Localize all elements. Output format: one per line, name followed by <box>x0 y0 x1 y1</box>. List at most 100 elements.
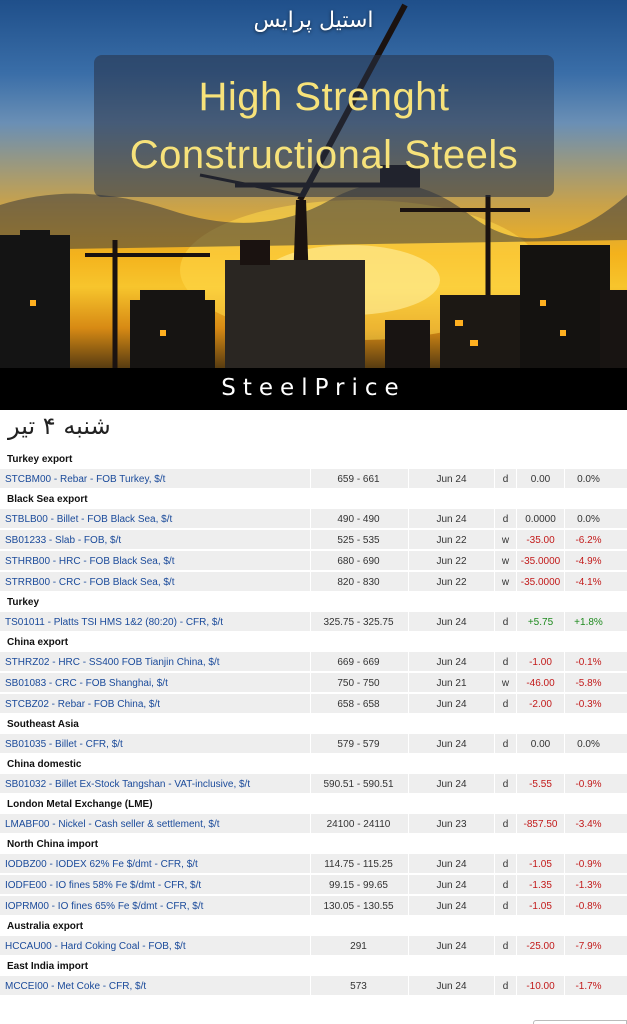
frequency: d <box>494 896 516 917</box>
symbol-name-link[interactable]: HCCAU00 - Hard Coking Coal - FOB, $/t <box>5 941 186 952</box>
percent-change: 0.0% <box>564 734 612 755</box>
symbol-name-link[interactable]: STBLB00 - Billet - FOB Black Sea, $/t <box>5 514 173 525</box>
assessment-date: Jun 23 <box>408 814 494 835</box>
assessment-date: Jun 24 <box>408 774 494 795</box>
date-header: شنبه ۴ تیر <box>0 410 627 450</box>
price-range: 24100 - 24110 <box>310 814 406 835</box>
assessment-date: Jun 24 <box>408 875 494 896</box>
price-range: 130.05 - 130.55 <box>310 896 406 917</box>
persian-site-title: استیل پرایس <box>253 8 374 33</box>
symbol-name-link[interactable]: MCCEI00 - Met Coke - CFR, $/t <box>5 981 147 992</box>
frequency: d <box>494 694 516 715</box>
percent-change: -0.9% <box>564 774 612 795</box>
price-change: +5.75 <box>516 612 564 633</box>
percent-change: +1.8% <box>564 612 612 633</box>
price-change: -35.0000 <box>516 572 564 593</box>
price-range: 820 - 830 <box>310 572 406 593</box>
price-range: 525 - 535 <box>310 530 406 551</box>
price-range: 590.51 - 590.51 <box>310 774 406 795</box>
banner-title-line-1: High Strenght <box>198 75 450 119</box>
price-change: 0.0000 <box>516 509 564 530</box>
symbol-name-link[interactable]: TS01011 - Platts TSI HMS 1&2 (80:20) - C… <box>5 617 224 628</box>
symbol-name-link[interactable]: STHRB00 - HRC - FOB Black Sea, $/t <box>5 556 175 567</box>
table-row[interactable]: IODBZ00 - IODEX 62% Fe $/dmt - CFR, $/t 1… <box>0 854 627 875</box>
frequency: d <box>494 854 516 875</box>
symbol-name-link[interactable]: IODBZ00 - IODEX 62% Fe $/dmt - CFR, $/t <box>5 859 198 870</box>
price-change: -35.00 <box>516 530 564 551</box>
frequency: w <box>494 673 516 694</box>
symbol-name-link[interactable]: SB01035 - Billet - CFR, $/t <box>5 739 123 750</box>
table-row[interactable]: IODFE00 - IO fines 58% Fe $/dmt - CFR, $… <box>0 875 627 896</box>
assessment-date: Jun 22 <box>408 572 494 593</box>
banner-title-box: High Strenght Constructional Steels <box>94 55 554 197</box>
group-header: North China import <box>0 835 627 854</box>
table-row[interactable]: STRRB00 - CRC - FOB Black Sea, $/t 820 - … <box>0 572 627 593</box>
table-row[interactable]: SB01233 - Slab - FOB, $/t 525 - 535 Jun 22… <box>0 530 627 551</box>
percent-change: -7.9% <box>564 936 612 957</box>
group-header: Turkey <box>0 593 627 612</box>
assessment-date: Jun 24 <box>408 854 494 875</box>
assessment-date: Jun 24 <box>408 469 494 490</box>
table-row[interactable]: LMABF00 - Nickel - Cash seller & settlem… <box>0 814 627 835</box>
assessment-date: Jun 24 <box>408 652 494 673</box>
price-change: -5.55 <box>516 774 564 795</box>
percent-change: -6.2% <box>564 530 612 551</box>
banner-title-line-2: Constructional Steels <box>129 133 519 177</box>
price-range: 114.75 - 115.25 <box>310 854 406 875</box>
frequency: d <box>494 612 516 633</box>
assessment-date: Jun 24 <box>408 734 494 755</box>
price-change: -1.05 <box>516 854 564 875</box>
table-row[interactable]: TS01011 - Platts TSI HMS 1&2 (80:20) - C… <box>0 612 627 633</box>
brand-name: SteelPrice <box>0 368 627 410</box>
header-banner: استیل پرایس High Strenght Constructional… <box>0 0 627 410</box>
table-row[interactable]: SB01083 - CRC - FOB Shanghai, $/t 750 - 7… <box>0 673 627 694</box>
price-range: 99.15 - 99.65 <box>310 875 406 896</box>
table-row[interactable]: STHRB00 - HRC - FOB Black Sea, $/t 680 - … <box>0 551 627 572</box>
table-row[interactable]: SB01035 - Billet - CFR, $/t 579 - 579 Jun … <box>0 734 627 755</box>
frequency: w <box>494 551 516 572</box>
frequency: d <box>494 774 516 795</box>
frequency: d <box>494 814 516 835</box>
assessment-date: Jun 24 <box>408 612 494 633</box>
symbol-name-link[interactable]: SB01032 - Billet Ex-Stock Tangshan - VAT… <box>5 779 251 790</box>
price-change: -1.05 <box>516 896 564 917</box>
price-table: Turkey export STCBM00 - Rebar - FOB Turke… <box>0 450 627 997</box>
percent-change: -1.3% <box>564 875 612 896</box>
percent-change: -0.1% <box>564 652 612 673</box>
table-row[interactable]: STCBM00 - Rebar - FOB Turkey, $/t 659 - 6… <box>0 469 627 490</box>
symbol-name-link[interactable]: LMABF00 - Nickel - Cash seller & settlem… <box>5 819 220 830</box>
assessment-date: Jun 24 <box>408 976 494 997</box>
symbol-name-link[interactable]: SB01083 - CRC - FOB Shanghai, $/t <box>5 678 168 689</box>
percent-change: -4.1% <box>564 572 612 593</box>
symbol-name-link[interactable]: SB01233 - Slab - FOB, $/t <box>5 535 122 546</box>
frequency: w <box>494 572 516 593</box>
price-range: 659 - 661 <box>310 469 406 490</box>
table-row[interactable]: IOPRM00 - IO fines 65% Fe $/dmt - CFR, $… <box>0 896 627 917</box>
assessment-date: Jun 24 <box>408 509 494 530</box>
symbol-name-link[interactable]: IOPRM00 - IO fines 65% Fe $/dmt - CFR, $… <box>5 901 204 912</box>
price-change: -1.35 <box>516 875 564 896</box>
price-change: -2.00 <box>516 694 564 715</box>
scroll-edge <box>533 1020 627 1024</box>
table-row[interactable]: STHRZ02 - HRC - SS400 FOB Tianjin China,… <box>0 652 627 673</box>
date-label: شنبه ۴ تیر <box>8 412 111 440</box>
symbol-name-link[interactable]: IODFE00 - IO fines 58% Fe $/dmt - CFR, $… <box>5 880 202 891</box>
table-row[interactable]: STBLB00 - Billet - FOB Black Sea, $/t 490… <box>0 509 627 530</box>
assessment-date: Jun 24 <box>408 694 494 715</box>
table-row[interactable]: HCCAU00 - Hard Coking Coal - FOB, $/t 291… <box>0 936 627 957</box>
symbol-name-link[interactable]: STCBM00 - Rebar - FOB Turkey, $/t <box>5 474 166 485</box>
symbol-name-link[interactable]: STHRZ02 - HRC - SS400 FOB Tianjin China,… <box>5 657 220 668</box>
table-row[interactable]: SB01032 - Billet Ex-Stock Tangshan - VAT… <box>0 774 627 795</box>
price-range: 291 <box>310 936 406 957</box>
price-range: 669 - 669 <box>310 652 406 673</box>
table-row[interactable]: MCCEI00 - Met Coke - CFR, $/t 573 Jun 24 d -… <box>0 976 627 997</box>
construction-skyline-image <box>0 3 627 370</box>
frequency: d <box>494 734 516 755</box>
table-row[interactable]: STCBZ02 - Rebar - FOB China, $/t 658 - 65… <box>0 694 627 715</box>
price-range: 680 - 690 <box>310 551 406 572</box>
symbol-name-link[interactable]: STCBZ02 - Rebar - FOB China, $/t <box>5 699 161 710</box>
assessment-date: Jun 22 <box>408 551 494 572</box>
assessment-date: Jun 24 <box>408 896 494 917</box>
symbol-name-link[interactable]: STRRB00 - CRC - FOB Black Sea, $/t <box>5 577 175 588</box>
price-range: 573 <box>310 976 406 997</box>
